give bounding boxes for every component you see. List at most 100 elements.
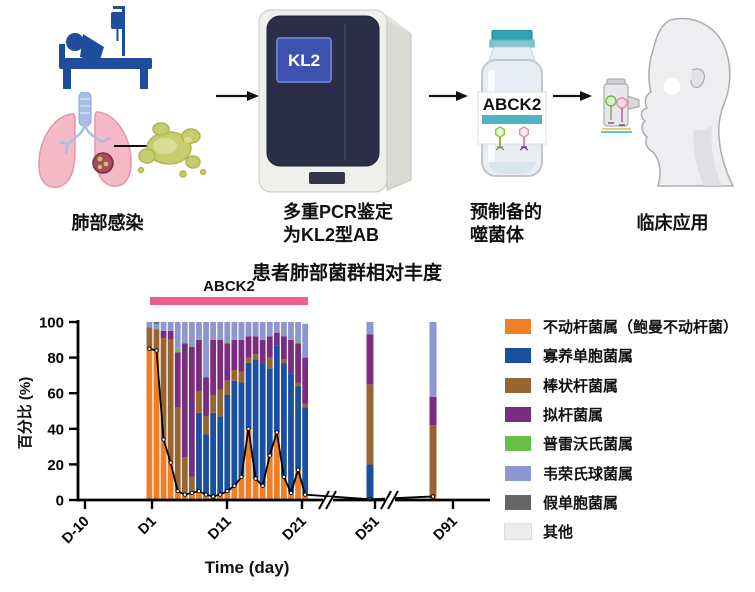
legend-item: 假单胞菌属: [505, 488, 738, 517]
step-label-clinical: 临床应用: [636, 213, 709, 233]
bar-segment-day7: [188, 346, 195, 477]
bar-segment-day17: [259, 322, 266, 340]
bar-segment-day9: [203, 494, 209, 500]
bar-segment-day51: [366, 384, 374, 465]
legend-label: 韦荣氏球菌属: [543, 465, 634, 483]
legend-item: 韦荣氏球菌属: [505, 458, 738, 487]
pcr-machine-icon: KL2: [258, 9, 412, 193]
bar-segment-day1: [146, 327, 153, 349]
step-label-pcr-line2: 为KL2型AB: [283, 225, 380, 245]
bar-segment-day9: [203, 377, 209, 417]
machine-screen-text: KL2: [288, 51, 320, 70]
line-marker: [196, 488, 202, 494]
infected-lungs-icon: [38, 92, 132, 188]
bar-segment-day8: [196, 339, 202, 392]
legend-swatch: [505, 407, 531, 423]
bar-segment-day11: [217, 416, 224, 495]
workflow-arrow-2-icon: [429, 91, 468, 101]
patient-head-icon: [640, 17, 735, 187]
legend-item: 普雷沃氏菌属: [505, 429, 738, 458]
workflow-arrow-1-icon: [216, 91, 259, 101]
bar-segment-day21: [288, 322, 294, 340]
line-marker: [182, 492, 187, 497]
chart-area: 患者肺部菌群相对丰度 ABCK2 百分比 (%) 0 20 40 60 80 100 D-1…: [0, 255, 755, 592]
bar-segment-day6: [181, 322, 188, 344]
legend-swatch: [505, 319, 531, 335]
legend-swatch: [505, 436, 531, 452]
bar-segment-day10: [210, 339, 217, 395]
bar-segment-day17: [259, 362, 266, 486]
step-label-phage: 预制备的 噬菌体: [470, 201, 542, 247]
line-marker: [175, 488, 180, 494]
line-marker: [147, 346, 152, 351]
bar-segment-day10: [210, 412, 217, 497]
bar-segment-day14: [238, 382, 245, 477]
bar-segment-day19: [273, 322, 280, 333]
bar-segment-day9: [203, 322, 209, 378]
legend-item: 寡养单胞菌属: [505, 341, 738, 370]
stacked-bar-plot: 0 20 40 60 80 100 D-10 D1 D11 D21 D51 D91: [39, 315, 490, 547]
bar-segment-day21: [288, 373, 294, 493]
bar-segment-day21: [288, 339, 294, 374]
bar-segment-day17: [259, 485, 266, 500]
legend-item: 其他: [504, 517, 738, 546]
bar-segment-day12: [224, 322, 231, 342]
bar-segment-day5: [174, 407, 181, 492]
bar-segment-day3: [160, 330, 167, 339]
line-marker: [281, 474, 287, 480]
phage-inhaler-icon: [601, 78, 640, 133]
bar-segment-day23: [302, 357, 309, 404]
bar-segment-day14: [238, 339, 245, 372]
bar-segment-day12: [224, 380, 231, 395]
bar-segment-day21: [288, 492, 294, 500]
bar-segment-day18: [266, 336, 273, 358]
bar-segment-day23: [302, 322, 309, 324]
sputum-sample-icon: [137, 122, 207, 178]
bar-segment-day13: [231, 380, 238, 486]
bar-segment-day51: [366, 464, 374, 500]
bar-segment-day12: [224, 491, 231, 500]
y-tick-label: 80: [47, 350, 64, 367]
bar-segment-day20: [281, 336, 287, 360]
bar-segment-day7: [188, 322, 195, 347]
bar-segment-day6: [181, 343, 188, 458]
bar-segment-day2: [153, 350, 160, 500]
bar-segment-day3: [160, 338, 167, 440]
bar-segment-day16: [252, 322, 259, 337]
bar-segment-day1: [146, 322, 153, 328]
bar-segment-day13: [231, 339, 238, 371]
phage-vial-icon: ABCK2: [477, 30, 547, 177]
bar-segment-day91: [429, 396, 437, 426]
line-marker: [232, 483, 237, 488]
line-marker: [225, 488, 230, 494]
bar-segment-day19: [273, 345, 280, 433]
line-marker: [154, 348, 159, 353]
bar-segment-day12: [224, 341, 231, 344]
line-marker: [210, 494, 216, 499]
y-tick-label: 20: [47, 457, 64, 474]
line-marker: [203, 492, 209, 497]
line-marker: [239, 474, 244, 480]
chart-legend: 不动杆菌属（鲍曼不动杆菌） 寡养单胞菌属 棒状杆菌属 拟杆菌属 普雷沃氏菌属 韦荣氏球菌属…: [504, 312, 738, 546]
bar-segment-day23: [302, 494, 309, 500]
line-marker: [267, 453, 272, 458]
legend-label: 棒状杆菌属: [543, 377, 619, 395]
bar-segment-day5: [174, 491, 181, 500]
bar-segment-day7: [188, 492, 195, 500]
bar-segment-day11: [217, 322, 224, 340]
line-marker: [168, 460, 173, 465]
workflow-arrow-3-icon: [553, 91, 592, 101]
bar-segment-day5: [174, 352, 181, 408]
bar-segment-day9: [203, 434, 209, 495]
line-marker: [253, 476, 258, 481]
legend-swatch: [505, 465, 531, 481]
line-marker: [246, 426, 251, 431]
bar-segment-day91: [429, 425, 437, 497]
bar-segment-day18: [266, 357, 273, 369]
bar-segment-day23: [302, 323, 309, 358]
bar-segment-day2: [153, 323, 160, 330]
cheek-highlight: [663, 77, 681, 95]
treatment-marker-label: ABCK2: [203, 278, 255, 295]
x-tick-label: D21: [280, 514, 310, 544]
bar-segment-day22: [295, 386, 301, 470]
